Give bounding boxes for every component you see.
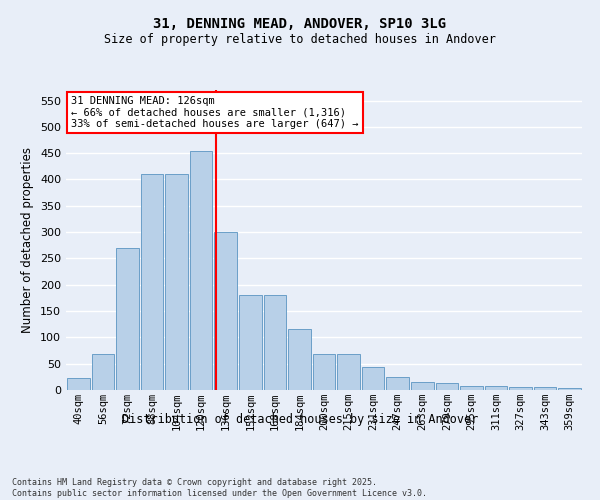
Bar xyxy=(485,386,508,390)
Bar xyxy=(509,388,532,390)
Bar xyxy=(190,150,212,390)
Bar xyxy=(140,174,163,390)
Bar xyxy=(411,382,434,390)
Bar xyxy=(288,330,311,390)
Bar xyxy=(67,378,89,390)
Bar xyxy=(165,174,188,390)
Bar xyxy=(313,354,335,390)
Bar xyxy=(337,354,360,390)
Bar xyxy=(460,386,483,390)
Bar xyxy=(386,377,409,390)
Bar xyxy=(534,388,556,390)
Bar xyxy=(92,354,114,390)
Bar xyxy=(239,296,262,390)
Text: Distribution of detached houses by size in Andover: Distribution of detached houses by size … xyxy=(122,412,478,426)
Text: 31 DENNING MEAD: 126sqm
← 66% of detached houses are smaller (1,316)
33% of semi: 31 DENNING MEAD: 126sqm ← 66% of detache… xyxy=(71,96,359,129)
Y-axis label: Number of detached properties: Number of detached properties xyxy=(22,147,34,333)
Bar xyxy=(214,232,237,390)
Bar xyxy=(436,383,458,390)
Bar xyxy=(263,296,286,390)
Text: Contains HM Land Registry data © Crown copyright and database right 2025.
Contai: Contains HM Land Registry data © Crown c… xyxy=(12,478,427,498)
Bar xyxy=(559,388,581,390)
Bar xyxy=(116,248,139,390)
Bar xyxy=(362,367,385,390)
Text: 31, DENNING MEAD, ANDOVER, SP10 3LG: 31, DENNING MEAD, ANDOVER, SP10 3LG xyxy=(154,18,446,32)
Text: Size of property relative to detached houses in Andover: Size of property relative to detached ho… xyxy=(104,32,496,46)
